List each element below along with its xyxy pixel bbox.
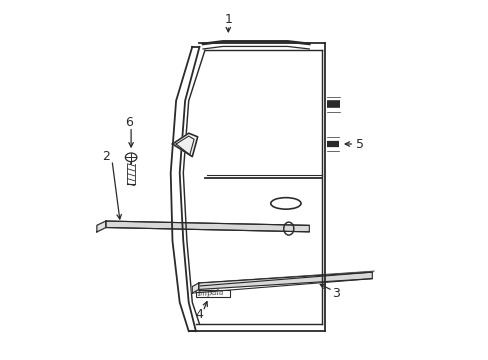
Polygon shape — [192, 271, 373, 287]
Polygon shape — [106, 221, 309, 232]
Polygon shape — [199, 272, 371, 289]
Text: 3: 3 — [332, 287, 340, 300]
Bar — [196, 290, 230, 297]
Text: 2: 2 — [102, 150, 110, 163]
Text: Impala: Impala — [197, 288, 224, 298]
Text: 5: 5 — [355, 138, 363, 150]
Polygon shape — [97, 221, 106, 232]
Text: 1: 1 — [224, 13, 232, 26]
Polygon shape — [192, 283, 199, 293]
Text: 6: 6 — [124, 116, 132, 129]
Ellipse shape — [125, 153, 137, 162]
Polygon shape — [172, 133, 197, 157]
Text: 4: 4 — [195, 309, 203, 321]
